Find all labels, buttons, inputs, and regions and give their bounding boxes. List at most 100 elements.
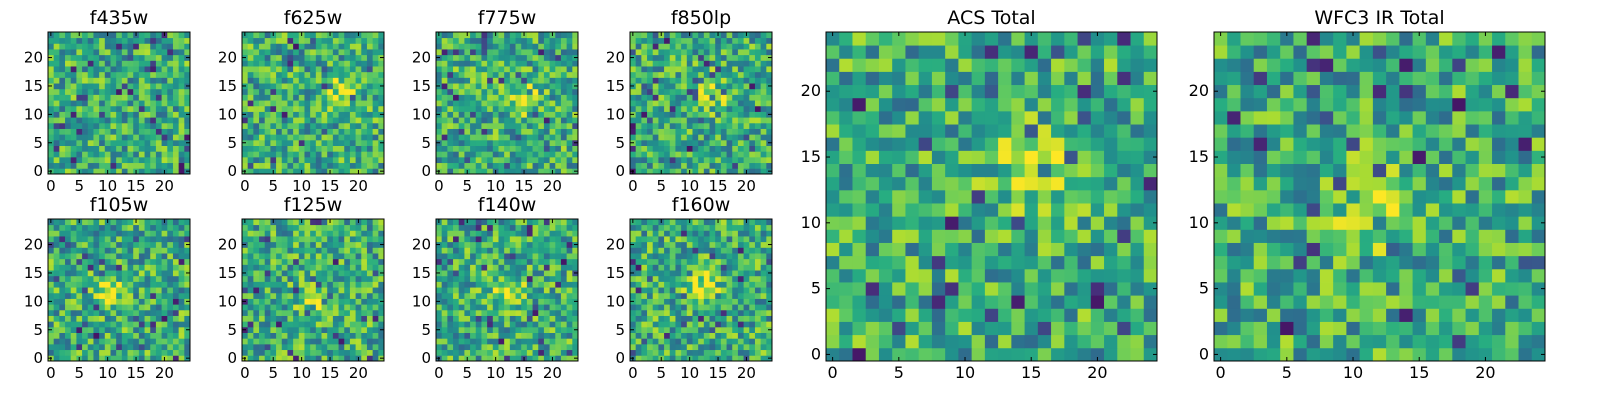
heatmap-cell — [339, 123, 345, 129]
heatmap-cell — [322, 236, 328, 242]
heatmap-cell — [664, 270, 670, 276]
heatmap-cell — [538, 94, 544, 100]
heatmap-cell — [333, 163, 339, 169]
heatmap-cell — [339, 333, 345, 339]
heatmap-cell — [259, 43, 265, 49]
heatmap-cell — [276, 219, 282, 225]
heatmap-cell — [692, 163, 698, 169]
heatmap-cell — [156, 89, 162, 95]
heatmap-cell — [698, 355, 704, 361]
heatmap-cell — [293, 89, 299, 95]
heatmap-cell — [293, 287, 299, 293]
heatmap-cell — [527, 264, 533, 270]
heatmap-cell — [71, 134, 77, 140]
heatmap-cell — [179, 49, 185, 55]
heatmap-cell — [498, 281, 504, 287]
heatmap-cell — [658, 157, 664, 163]
heatmap-cell — [755, 276, 761, 282]
heatmap-cell — [766, 350, 772, 356]
heatmap-cell — [316, 230, 322, 236]
heatmap-cell — [167, 100, 173, 106]
heatmap-cell — [647, 123, 653, 129]
heatmap-cell — [550, 270, 556, 276]
heatmap-cell — [76, 163, 82, 169]
heatmap-cell — [316, 270, 322, 276]
heatmap-cell — [304, 168, 310, 174]
heatmap-cell — [641, 151, 647, 157]
heatmap-cell — [367, 55, 373, 61]
heatmap-cell — [636, 89, 642, 95]
heatmap-cell — [373, 321, 379, 327]
heatmap-cell — [310, 333, 316, 339]
heatmap-cell — [749, 281, 755, 287]
y-tick-label: 0 — [421, 162, 431, 180]
heatmap-cell — [715, 338, 721, 344]
heatmap-cell — [504, 225, 510, 231]
heatmap-cell — [116, 89, 122, 95]
heatmap-cell — [516, 219, 522, 225]
heatmap-cell — [481, 287, 487, 293]
heatmap-cell — [287, 117, 293, 123]
heatmap-cell — [476, 55, 482, 61]
heatmap-cell — [356, 134, 362, 140]
heatmap-cell — [310, 253, 316, 259]
heatmap-cell — [516, 117, 522, 123]
heatmap-cell — [299, 146, 305, 152]
heatmap-cell — [572, 66, 578, 72]
heatmap-cell — [567, 83, 573, 89]
heatmap-cell — [647, 344, 653, 350]
heatmap-cell — [276, 327, 282, 333]
heatmap-cell — [76, 117, 82, 123]
heatmap-cell — [636, 299, 642, 305]
heatmap-cell — [322, 157, 328, 163]
heatmap-cell — [567, 327, 573, 333]
heatmap-cell — [698, 32, 704, 38]
heatmap-cell — [276, 355, 282, 361]
heatmap-cell — [287, 264, 293, 270]
heatmap-cell — [687, 117, 693, 123]
heatmap-cell — [133, 129, 139, 135]
heatmap-cell — [88, 316, 94, 322]
heatmap-cell — [54, 281, 60, 287]
heatmap-cell — [572, 293, 578, 299]
heatmap-cell — [378, 247, 384, 253]
heatmap-cell — [442, 276, 448, 282]
heatmap-cell — [664, 100, 670, 106]
heatmap-cell — [282, 276, 288, 282]
heatmap-cell — [704, 355, 710, 361]
heatmap-cell — [658, 77, 664, 83]
heatmap-cell — [447, 55, 453, 61]
heatmap-cell — [110, 236, 116, 242]
heatmap-cell — [350, 299, 356, 305]
heatmap-cell — [533, 264, 539, 270]
heatmap-cell — [133, 83, 139, 89]
heatmap-cell — [698, 316, 704, 322]
heatmap-cell — [270, 304, 276, 310]
heatmap-cell — [481, 327, 487, 333]
heatmap-cell — [93, 304, 99, 310]
heatmap-cell — [184, 310, 190, 316]
heatmap-cell — [265, 316, 271, 322]
heatmap-cell — [316, 299, 322, 305]
heatmap-cell — [681, 55, 687, 61]
heatmap-cell — [436, 281, 442, 287]
heatmap-cell — [664, 151, 670, 157]
heatmap-cell — [59, 77, 65, 83]
heatmap-cell — [516, 83, 522, 89]
heatmap-cell — [464, 100, 470, 106]
heatmap-cell — [82, 89, 88, 95]
heatmap-cell — [692, 94, 698, 100]
heatmap-cell — [476, 287, 482, 293]
heatmap-cell — [344, 230, 350, 236]
heatmap-cell — [110, 355, 116, 361]
heatmap-cell — [704, 43, 710, 49]
heatmap-cell — [481, 83, 487, 89]
heatmap-cell — [732, 281, 738, 287]
heatmap-cell — [82, 94, 88, 100]
heatmap-cell — [521, 327, 527, 333]
heatmap-cell — [749, 163, 755, 169]
heatmap-cell — [744, 146, 750, 152]
heatmap-cell — [184, 287, 190, 293]
heatmap-cell — [128, 236, 134, 242]
heatmap-cell — [105, 77, 111, 83]
